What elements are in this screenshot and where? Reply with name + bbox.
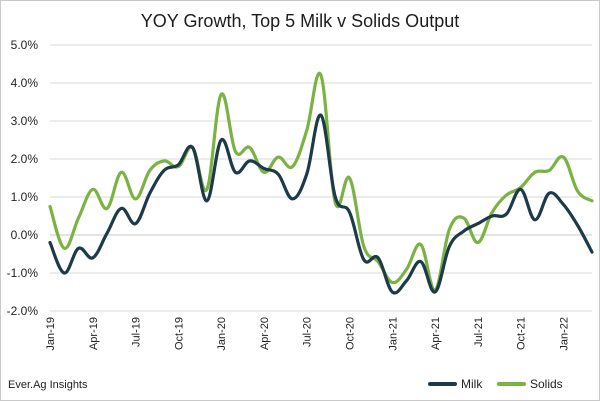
y-tick-label: 3.0%	[11, 114, 39, 128]
x-tick-label: Jan-21	[387, 317, 399, 351]
x-tick-label: Jan-20	[216, 317, 228, 351]
x-tick-label: Apr-21	[430, 317, 442, 350]
x-tick-label: Oct-19	[173, 317, 185, 350]
source-label: Ever.Ag Insights	[8, 379, 88, 391]
y-tick-label: 1.0%	[11, 190, 39, 204]
x-tick-label: Jul-19	[131, 317, 143, 347]
x-tick-label: Apr-20	[259, 317, 271, 350]
x-axis-ticks: Jan-19 Apr-19 Jul-19 Oct-19 Jan-20 Apr-20 Jul-…	[45, 317, 570, 351]
legend-solids-label: Solids	[530, 377, 563, 391]
series-line-milk	[48, 113, 594, 295]
chart-title: YOY Growth, Top 5 Milk v Solids Output	[141, 11, 459, 31]
y-axis-ticks: 5.0% 4.0% 3.0% 2.0% 1.0% 0.0% -1.0% -2.0%	[7, 38, 39, 318]
y-tick-label: 4.0%	[11, 76, 39, 90]
x-tick-label: Apr-19	[88, 317, 100, 350]
x-tick-label: Jan-22	[558, 317, 570, 351]
legend-milk-label: Milk	[461, 377, 483, 391]
x-tick-label: Oct-21	[516, 317, 528, 350]
gridlines	[50, 44, 592, 312]
x-tick-label: Jul-21	[473, 317, 485, 347]
y-tick-label: -1.0%	[7, 266, 39, 280]
series-line-solids	[48, 71, 594, 292]
y-tick-label: 5.0%	[11, 38, 39, 52]
y-tick-label: -2.0%	[7, 304, 39, 318]
x-tick-label: Oct-20	[345, 317, 357, 350]
series-lines	[48, 71, 594, 295]
x-tick-label: Jul-20	[302, 317, 314, 347]
y-tick-label: 0.0%	[11, 228, 39, 242]
y-tick-label: 2.0%	[11, 152, 39, 166]
x-tick-label: Jan-19	[45, 317, 57, 351]
legend: Milk Solids	[428, 377, 563, 391]
